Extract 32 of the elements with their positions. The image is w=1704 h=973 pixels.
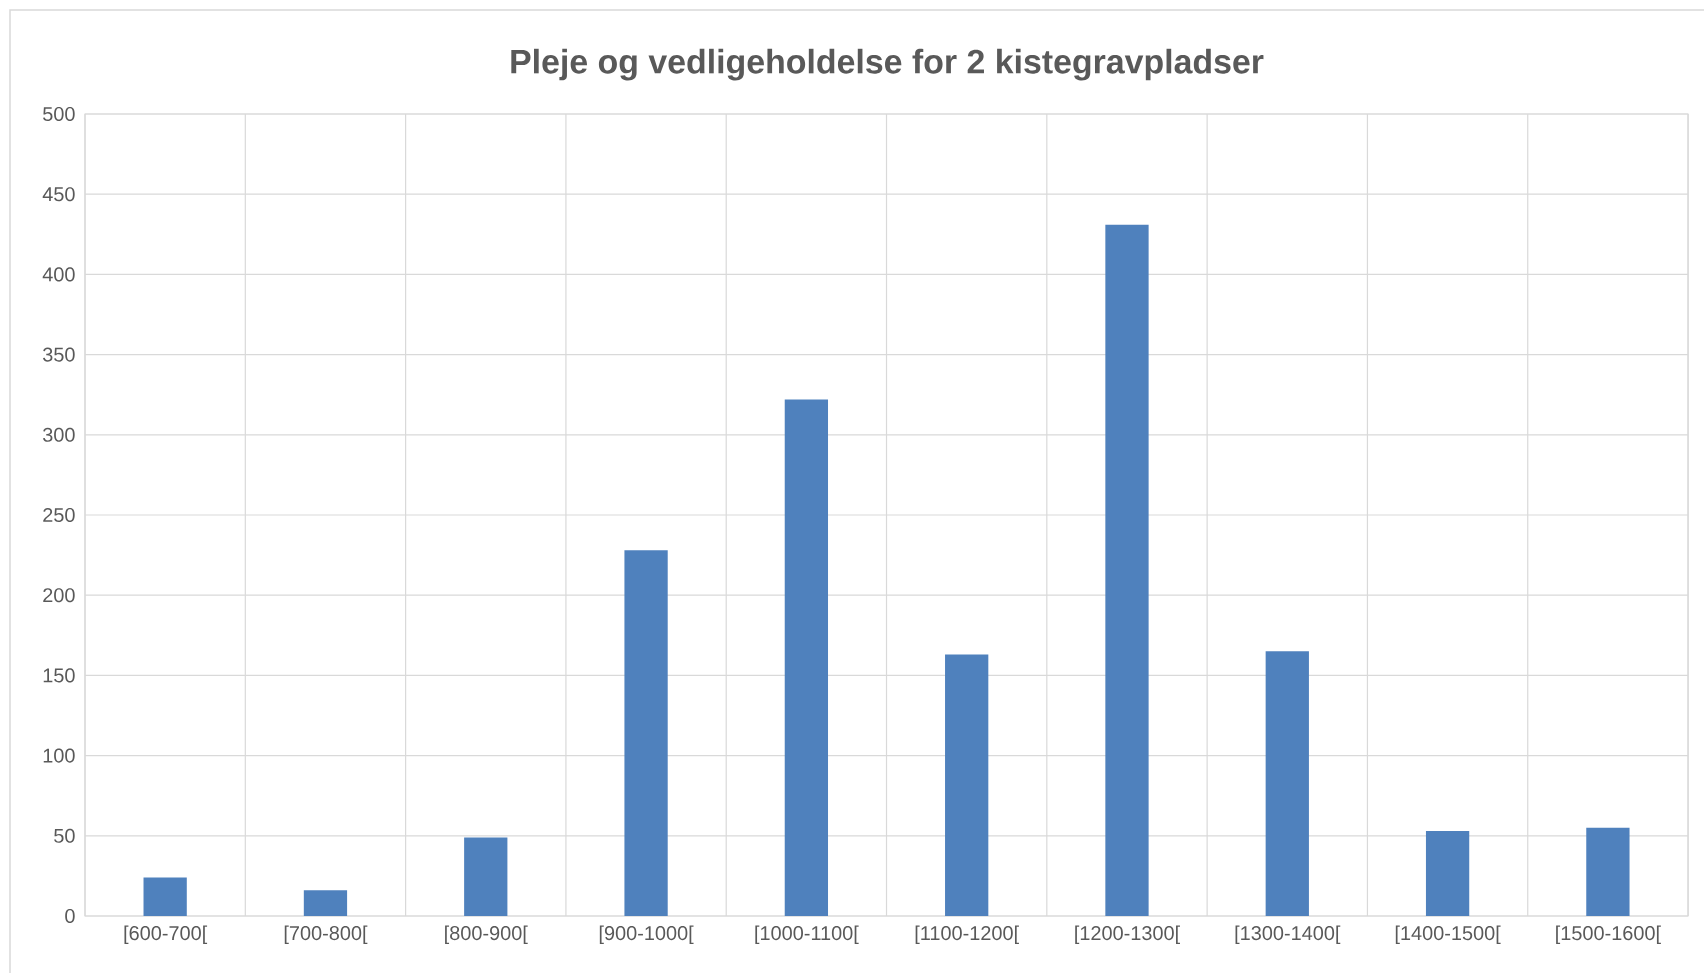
y-tick-label: 200 [43,588,75,603]
x-tick-label: [600-700[ [124,925,208,945]
bar [143,877,187,916]
y-tick-label: 500 [43,106,75,122]
x-tick-label: [1000-1100[ [755,925,859,945]
x-tick-label: [1100-1200[ [915,925,1019,945]
x-tick-label: [800-900[ [445,925,528,945]
y-tick-label: 50 [54,828,75,843]
y-tick-label: 350 [43,347,75,362]
bar [1105,224,1149,916]
x-tick-label: [1400-1500[ [1395,925,1501,945]
bar [784,399,829,916]
y-tick-label: 250 [43,507,75,523]
x-tick-label: [1500-1600[ [1556,925,1661,945]
bar [1425,830,1470,916]
x-tick-label: [900-1000[ [599,925,694,945]
y-tick-label: 450 [42,187,75,202]
bar [1586,827,1630,916]
y-tick-label: 300 [43,427,75,442]
y-tick-label: 100 [43,748,75,763]
x-tick-label: [700-800[ [284,925,368,945]
x-tick-label: [1200-1300[ [1075,925,1180,945]
y-tick-label: 400 [42,267,75,282]
bar [1265,651,1309,916]
y-tick-label: 0 [65,908,75,924]
bar [464,837,508,916]
x-tick-label: [1300-1400[ [1235,925,1341,945]
bar [624,550,668,916]
bar [303,890,348,916]
y-tick-label: 150 [43,668,75,683]
bar [945,654,989,916]
chart-title: Pleje og vedligeholdelse for 2 kistegravpladser [511,48,1264,81]
